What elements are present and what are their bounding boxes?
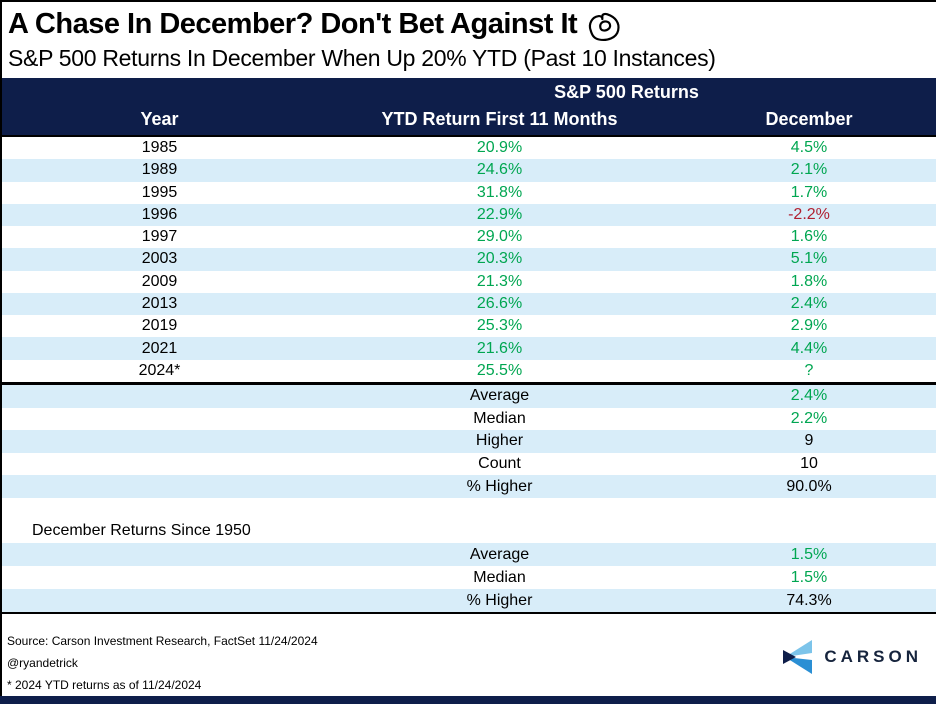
- year-cell: 2009: [141, 272, 178, 290]
- table-row: 1996 22.9% -2.2%: [2, 203, 936, 227]
- year-cell: 1989: [141, 161, 178, 179]
- table-body: 1985 20.9% 4.5% 1989 24.6% 2.1% 1995 31.8% 1.7% 1…: [2, 137, 936, 385]
- summary-label: Average: [469, 387, 530, 405]
- table-row: 2003 20.3% 5.1%: [2, 248, 936, 271]
- since-1950-row: Average 1.5%: [2, 543, 936, 566]
- table-row: 2019 25.3% 2.9%: [2, 315, 936, 338]
- column-header-december: December: [765, 108, 853, 129]
- table-row: 1997 29.0% 1.6%: [2, 226, 936, 249]
- december-cell: ?: [804, 361, 814, 379]
- group-header: S&P 500 Returns: [554, 82, 699, 102]
- since-1950-section: Average 1.5% Median 1.5% % Higher 74.3%: [2, 543, 936, 614]
- since-1950-label: % Higher: [466, 591, 533, 609]
- ytd-cell: 20.9%: [476, 139, 523, 157]
- year-cell: 1996: [141, 205, 178, 223]
- summary-label: Higher: [475, 432, 524, 450]
- since-1950-label: Median: [473, 568, 526, 586]
- december-cell: 1.6%: [790, 228, 828, 246]
- source-note: Source: Carson Investment Research, Fact…: [7, 634, 318, 648]
- ytd-cell: 20.3%: [476, 250, 523, 268]
- since-1950-row: % Higher 74.3%: [2, 589, 936, 612]
- year-cell: 1985: [141, 139, 178, 157]
- since-1950-title: December Returns Since 1950: [2, 518, 936, 543]
- summary-section: Average 2.4% Median 2.2% Higher 9 Count 10 % Hig…: [2, 385, 936, 498]
- december-cell: 4.4%: [790, 339, 828, 357]
- summary-value: 2.4%: [790, 387, 828, 405]
- page-subtitle: S&P 500 Returns In December When Up 20% …: [8, 45, 716, 71]
- summary-row: Median 2.2%: [2, 407, 936, 431]
- december-cell: 2.4%: [790, 294, 828, 312]
- summary-value: 2.2%: [790, 409, 828, 427]
- year-cell: 2019: [141, 317, 178, 335]
- column-header-ytd: YTD Return First 11 Months: [381, 108, 618, 129]
- since-1950-value: 74.3%: [786, 591, 832, 609]
- page-title: A Chase In December? Don't Bet Against I…: [8, 8, 578, 40]
- spacer-row: [2, 498, 936, 518]
- footnote: * 2024 YTD returns as of 11/24/2024: [7, 678, 202, 692]
- summary-row: Average 2.4%: [2, 385, 936, 408]
- table-header: S&P 500 Returns Year YTD Return First 11…: [2, 78, 936, 137]
- summary-row: Higher 9: [2, 430, 936, 453]
- ytd-cell: 25.5%: [476, 361, 523, 379]
- ytd-cell: 21.6%: [476, 339, 523, 357]
- ytd-cell: 21.3%: [476, 272, 523, 290]
- summary-label: Count: [478, 455, 521, 473]
- since-1950-value: 1.5%: [790, 568, 828, 586]
- december-cell: -2.2%: [788, 205, 830, 223]
- carson-chevron-icon: [783, 640, 813, 674]
- table-row: 2009 21.3% 1.8%: [2, 270, 936, 293]
- table-row: 2021 21.6% 4.4%: [2, 337, 936, 360]
- ytd-cell: 31.8%: [476, 183, 523, 201]
- year-cell: 1997: [141, 228, 178, 246]
- table-row: 2013 26.6% 2.4%: [2, 292, 936, 316]
- summary-label: % Higher: [466, 477, 533, 495]
- december-cell: 2.9%: [790, 317, 828, 335]
- ytd-cell: 26.6%: [476, 294, 523, 312]
- year-cell: 2024*: [138, 361, 181, 379]
- footer: Source: Carson Investment Research, Fact…: [2, 614, 936, 696]
- ytd-cell: 25.3%: [476, 317, 523, 335]
- summary-row: Count 10: [2, 452, 936, 476]
- since-1950-row: Median 1.5%: [2, 566, 936, 589]
- december-cell: 1.8%: [790, 272, 828, 290]
- since-1950-value: 1.5%: [790, 545, 828, 563]
- december-cell: 2.1%: [790, 161, 828, 179]
- carson-logo-text: CARSON: [824, 647, 922, 666]
- summary-value: 90.0%: [786, 477, 832, 495]
- year-cell: 2021: [141, 339, 178, 357]
- carson-logo: CARSON: [783, 640, 922, 674]
- since-1950-label: Average: [469, 545, 530, 563]
- december-cell: 4.5%: [790, 139, 828, 157]
- table-row: 2024* 25.5%?: [2, 359, 936, 382]
- ytd-cell: 22.9%: [476, 205, 523, 223]
- column-header-year: Year: [140, 108, 179, 129]
- year-cell: 2013: [141, 294, 178, 312]
- title-block: A Chase In December? Don't Bet Against I…: [2, 2, 936, 78]
- flexed-biceps-icon: [589, 12, 620, 41]
- summary-row: % Higher 90.0%: [2, 475, 936, 498]
- ytd-cell: 24.6%: [476, 161, 523, 179]
- table-row: 1985 20.9% 4.5%: [2, 137, 936, 160]
- december-cell: 1.7%: [790, 183, 828, 201]
- summary-value: 9: [804, 432, 814, 450]
- year-cell: 2003: [141, 250, 178, 268]
- table-row: 1995 31.8% 1.7%: [2, 181, 936, 204]
- year-cell: 1995: [141, 183, 178, 201]
- twitter-handle: @ryandetrick: [7, 656, 78, 670]
- table-row: 1989 24.6% 2.1%: [2, 159, 936, 182]
- summary-label: Median: [473, 409, 526, 427]
- summary-value: 10: [800, 455, 818, 473]
- bottom-accent-bar: [0, 696, 936, 704]
- ytd-cell: 29.0%: [476, 228, 523, 246]
- december-cell: 5.1%: [790, 250, 828, 268]
- footer-notes: Source: Carson Investment Research, Fact…: [7, 630, 318, 696]
